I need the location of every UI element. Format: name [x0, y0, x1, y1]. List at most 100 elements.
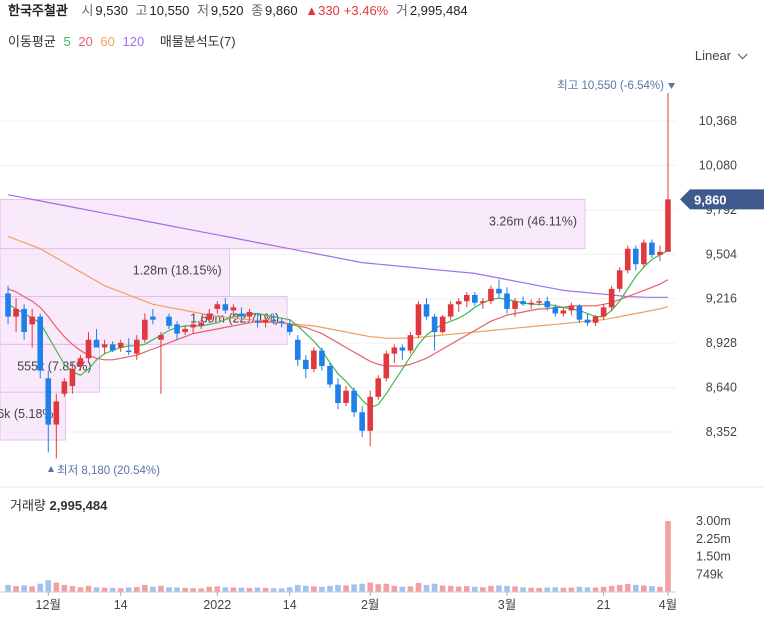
candle-body	[238, 313, 245, 317]
volume-bar	[13, 586, 19, 592]
candle-body	[174, 324, 180, 334]
candle-body	[375, 378, 382, 397]
candle-body	[158, 335, 164, 340]
volume-bar	[480, 587, 486, 592]
candle-body	[294, 339, 301, 360]
volume-tick-label: 3.00m	[696, 514, 731, 528]
candle-body	[641, 242, 647, 265]
candle-body	[351, 390, 357, 413]
x-tick-label: 21	[597, 598, 611, 612]
candle-body	[222, 304, 229, 311]
candle-body	[616, 270, 623, 289]
candle-body	[463, 295, 470, 302]
volume-bar	[520, 587, 526, 592]
candle-body	[544, 301, 551, 308]
x-tick-label: 12월	[36, 598, 61, 612]
candle-body	[45, 378, 52, 425]
candle-body	[230, 307, 237, 311]
candle-body	[576, 305, 583, 320]
open-label: 시	[81, 3, 94, 18]
close-label: 종	[251, 3, 264, 18]
x-tick-label: 14	[114, 598, 128, 612]
volume-bar	[512, 586, 518, 592]
candle-body	[214, 304, 221, 309]
candle-body	[93, 339, 100, 348]
volume-bar	[303, 585, 309, 592]
candle-body	[439, 316, 446, 333]
candle-body	[133, 339, 140, 354]
ma60-line	[7, 235, 669, 339]
candle-body	[29, 316, 35, 325]
volume-profile-toggle[interactable]: 매물분석도(7)	[159, 34, 236, 49]
candle-body	[286, 324, 293, 333]
volume-bar	[21, 585, 27, 592]
volume-bar	[665, 521, 671, 592]
volume-bar	[624, 583, 631, 592]
volume-bar	[117, 588, 124, 592]
candle-body	[254, 321, 261, 323]
volume-bar	[142, 584, 148, 592]
candle-body	[399, 347, 406, 351]
volume-bar	[53, 582, 60, 592]
volume-bar	[528, 587, 534, 592]
ma20-period[interactable]: 20	[78, 34, 93, 49]
candle-body	[262, 319, 269, 323]
ma-label: 이동평균	[8, 34, 56, 49]
volume-bar	[592, 587, 599, 592]
candle-body	[77, 358, 84, 366]
volume-bars	[5, 521, 671, 592]
candle-body	[53, 401, 60, 425]
scale-dropdown[interactable]: Linear	[694, 48, 748, 63]
profile-label: 366k (5.18%)	[0, 407, 58, 421]
candle-body	[407, 335, 414, 351]
triangle-up-icon	[48, 466, 54, 472]
volume-bar	[182, 587, 188, 592]
volume-bar	[133, 587, 140, 592]
ma5-period[interactable]: 5	[63, 34, 71, 49]
candle-body	[560, 310, 567, 314]
ma60-period[interactable]: 60	[100, 34, 115, 49]
volume-bar	[455, 586, 462, 592]
scale-label: Linear	[694, 48, 731, 63]
high-value: 10,550	[149, 3, 190, 18]
candle-body	[198, 322, 204, 326]
volume-bar	[632, 584, 639, 592]
volume-bar	[206, 586, 213, 592]
volume-bar	[560, 587, 567, 592]
volume-axis: 3.00m 2.25m 1.50m 749k	[696, 514, 731, 581]
volume-bar	[600, 586, 607, 592]
volume-bar	[286, 587, 293, 592]
volume-bar	[359, 583, 365, 592]
candle-body	[431, 316, 438, 333]
x-tick-label: 2022	[203, 598, 231, 612]
triangle-down-icon	[668, 83, 675, 89]
volume-profile: 3.26m (46.11%)1.28m (18.15%)1.60m (22.71…	[0, 198, 586, 441]
candle-body	[101, 344, 108, 348]
volume-bar	[246, 587, 253, 592]
x-tick-label: 4월	[659, 598, 677, 612]
volume-tick-label: 1.50m	[696, 550, 731, 564]
max-price-label: 최고 10,550 (-6.54%)	[557, 79, 664, 92]
volume-label: 거	[395, 3, 408, 18]
volume-bar	[641, 585, 647, 592]
volume-bar	[254, 587, 261, 592]
price-tick-label: 9,504	[706, 247, 737, 261]
candle-body	[343, 390, 349, 403]
candle-body	[319, 350, 325, 366]
ma120-period[interactable]: 120	[122, 34, 145, 49]
price-axis: 10,36810,0809,7929,5049,2168,9288,6408,3…	[680, 114, 764, 439]
profile-label: 1.28m (18.15%)	[133, 264, 222, 278]
volume-bar	[158, 585, 164, 592]
candle-body	[665, 199, 671, 252]
volume-bar	[214, 586, 221, 592]
moving-average-legend: 이동평균 5 20 60 120 매물분석도(7)	[8, 31, 240, 50]
close-value: 9,860	[265, 3, 298, 18]
candle-body	[536, 301, 543, 303]
volume-bar	[616, 584, 623, 592]
volume-bar	[93, 587, 100, 592]
price-tick-label: 8,928	[706, 336, 737, 350]
volume-bar	[238, 587, 245, 592]
volume-bar	[270, 588, 277, 592]
candle-body	[69, 369, 76, 387]
